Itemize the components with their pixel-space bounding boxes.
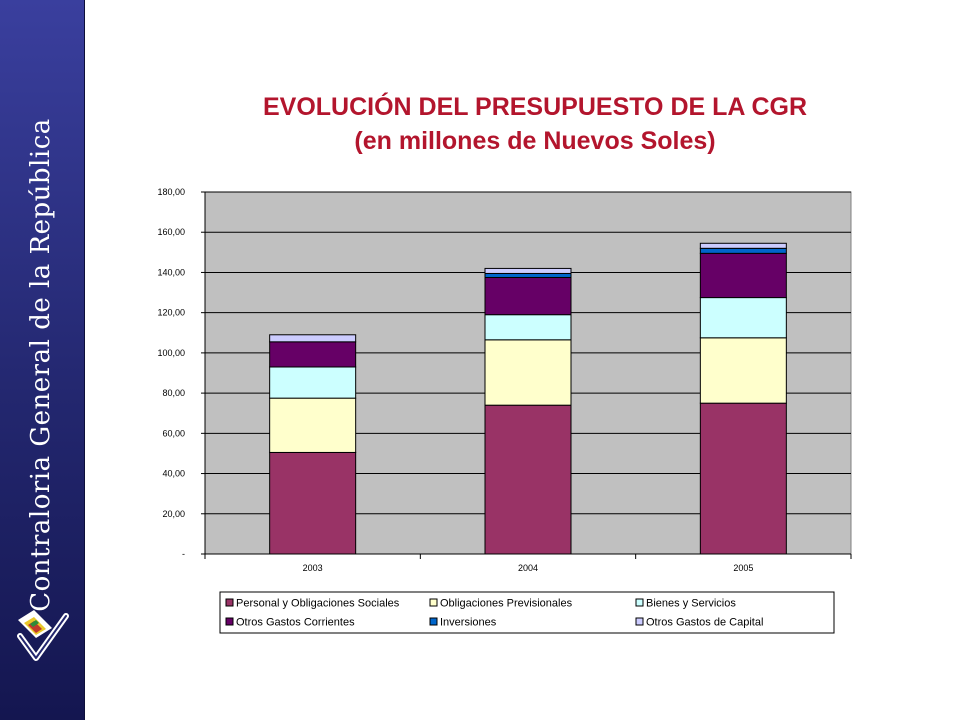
legend-label: Otros Gastos Corrientes (236, 617, 355, 629)
title-line-1: EVOLUCIÓN DEL PRESUPUESTO DE LA CGR (262, 93, 808, 121)
bar-segment (269, 341, 357, 368)
legend (219, 591, 835, 634)
bar-segment (699, 297, 787, 339)
y-tick-label: 100,00 (157, 348, 185, 358)
bar-segment (484, 267, 572, 274)
legend-swatch (635, 598, 644, 607)
y-tick-label: 180,00 (157, 187, 185, 197)
y-tick-label: 140,00 (157, 267, 185, 277)
bar-segment (269, 334, 357, 343)
logo-icon (17, 610, 69, 661)
legend-swatch (429, 598, 438, 607)
bar-segment (484, 404, 572, 555)
x-tick-label: 2004 (518, 563, 538, 573)
y-tick-label: 80,00 (162, 388, 185, 398)
bar-segment (699, 242, 787, 249)
legend-swatch (225, 617, 234, 626)
bar-segment (484, 276, 572, 316)
legend-label: Bienes y Servicios (646, 598, 736, 610)
bar-segment (699, 247, 787, 254)
legend-swatch (429, 617, 438, 626)
y-tick-label: 60,00 (162, 428, 185, 438)
bar-segment (699, 337, 787, 404)
y-tick-label: 40,00 (162, 469, 185, 479)
legend-label: Personal y Obligaciones Sociales (236, 598, 400, 610)
legend-swatch (225, 598, 234, 607)
y-tick-label: - (182, 549, 185, 559)
legend-label: Inversiones (440, 617, 497, 629)
bar-segment (484, 272, 572, 278)
chart-title: EVOLUCIÓN DEL PRESUPUESTO DE LA CGR (en … (110, 90, 960, 158)
bar-segment (269, 397, 357, 453)
sidebar: Contraloria General de la República (0, 0, 85, 720)
bar-segment (699, 402, 787, 555)
bar-segment (484, 339, 572, 406)
legend-label: Otros Gastos de Capital (646, 617, 763, 629)
x-tick-label: 2003 (303, 563, 323, 573)
y-tick-label: 120,00 (157, 308, 185, 318)
bar-segment (484, 314, 572, 341)
legend-swatch (635, 617, 644, 626)
y-tick-label: 20,00 (162, 509, 185, 519)
x-tick-label: 2005 (733, 563, 753, 573)
legend-label: Obligaciones Previsionales (440, 598, 573, 610)
bar-segment (699, 252, 787, 299)
bar-segment (269, 451, 357, 555)
bar-segment (269, 366, 357, 399)
y-tick-label: 160,00 (157, 227, 185, 237)
title-line-2: (en millones de Nuevos Soles) (354, 127, 716, 155)
